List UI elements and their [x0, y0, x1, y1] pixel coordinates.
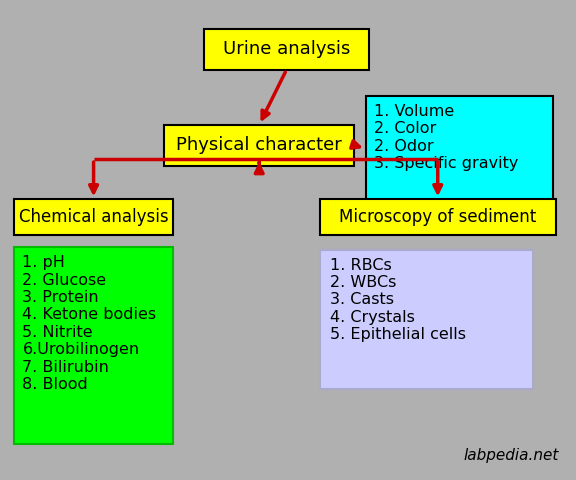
FancyBboxPatch shape — [164, 125, 354, 166]
Text: Microscopy of sediment: Microscopy of sediment — [339, 208, 536, 226]
Text: Urine analysis: Urine analysis — [223, 40, 350, 58]
Text: Physical character: Physical character — [176, 136, 342, 154]
Text: 1. pH
2. Glucose
3. Protein
4. Ketone bodies
5. Nitrite
6.Urobilinogen
7. Biliru: 1. pH 2. Glucose 3. Protein 4. Ketone bo… — [22, 255, 157, 392]
Text: Chemical analysis: Chemical analysis — [19, 208, 168, 226]
FancyBboxPatch shape — [320, 199, 556, 235]
Text: 1. RBCs
2. WBCs
3. Casts
4. Crystals
5. Epithelial cells: 1. RBCs 2. WBCs 3. Casts 4. Crystals 5. … — [329, 258, 465, 342]
FancyBboxPatch shape — [14, 199, 173, 235]
Text: labpedia.net: labpedia.net — [463, 448, 559, 463]
FancyBboxPatch shape — [14, 247, 173, 444]
FancyBboxPatch shape — [320, 250, 533, 389]
Text: 1. Volume
2. Color
2. Odor
3. Specific gravity: 1. Volume 2. Color 2. Odor 3. Specific g… — [374, 104, 518, 171]
FancyBboxPatch shape — [366, 96, 553, 202]
FancyBboxPatch shape — [204, 29, 369, 70]
